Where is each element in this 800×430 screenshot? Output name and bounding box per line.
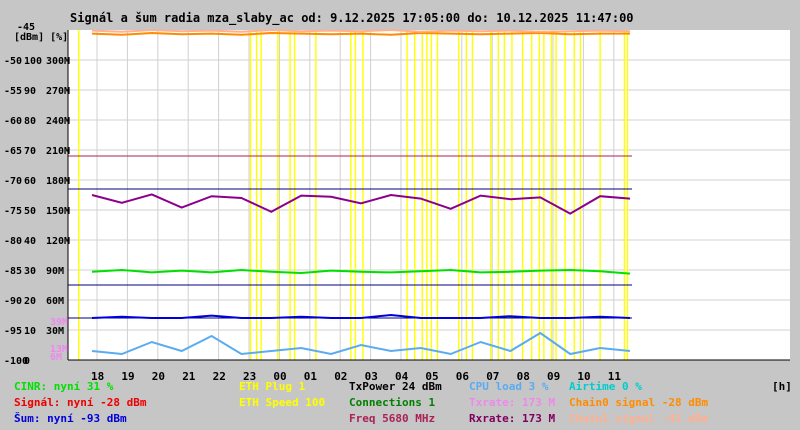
y-tick-pct: 90 <box>24 86 36 97</box>
legend-entry: Airtime 0 % <box>569 380 642 393</box>
y-tick-pct: 0 <box>24 356 30 367</box>
y-tick-rate: 30M <box>46 326 64 337</box>
series-line <box>91 313 631 319</box>
legend-entry: Šum: nyní -93 dBm <box>14 412 127 425</box>
x-tick-label: 11 <box>608 370 622 383</box>
x-tick-label: 06 <box>456 370 470 383</box>
series-line <box>91 193 631 215</box>
legend-entry: TxPower 24 dBm <box>349 380 442 393</box>
series-line <box>91 28 631 33</box>
y-tick-dbm: -95 <box>4 326 22 337</box>
y-tick-dbm: -70 <box>4 176 22 187</box>
x-tick-label: 01 <box>304 370 318 383</box>
y-tick-pct: 100 <box>24 56 42 67</box>
speed-side-label: 6M <box>50 352 62 363</box>
y-tick-pct: 10 <box>24 326 36 337</box>
x-tick-label: 07 <box>486 370 499 383</box>
y-tick-dbm: -55 <box>4 86 22 97</box>
y-tick-rate: 300M <box>46 56 70 67</box>
y-tick-dbm: -65 <box>4 146 22 157</box>
x-tick-label: 08 <box>517 370 530 383</box>
legend-entry: Rxrate: 173 M <box>469 412 556 425</box>
y-tick-dbm: -60 <box>4 116 22 127</box>
x-tick-label: 00 <box>273 370 286 383</box>
y-tick-rate: 120M <box>46 236 70 247</box>
legend-entry: CPU load 3 % <box>469 380 549 393</box>
y-tick-pct: 50 <box>24 206 36 217</box>
legend-entry: Freq 5680 MHz <box>349 412 436 425</box>
y-tick-pct: 60 <box>24 176 36 187</box>
y-tick-rate: 150M <box>46 206 70 217</box>
legend-entry: Chain1 signal -41 dBm <box>569 412 709 425</box>
y-tick-pct: 30 <box>24 266 36 277</box>
legend-entry: Signál: nyní -28 dBm <box>14 396 147 409</box>
legend-entry: Chain0 signal -28 dBm <box>569 396 709 409</box>
x-tick-label: 04 <box>395 370 409 383</box>
legend-entry: CINR: nyní 31 % <box>14 380 114 393</box>
legend-entry: ETH Plug 1 <box>239 380 306 393</box>
y-tick-dbm: -90 <box>4 296 22 307</box>
x-tick-label: 23 <box>243 370 256 383</box>
y-tick-dbm: -50 <box>4 56 22 67</box>
x-tick-label: 02 <box>334 370 347 383</box>
y-tick-dbm: -80 <box>4 236 22 247</box>
rxrate-side-label: 13M <box>50 344 68 355</box>
x-tick-label: 19 <box>121 370 134 383</box>
y-tick-rate: 210M <box>46 146 70 157</box>
y-tick-pct: 80 <box>24 116 36 127</box>
y-tick-pct: 40 <box>24 236 36 247</box>
legend-entry: Connections 1 <box>349 396 436 409</box>
plot-area <box>68 30 790 360</box>
x-tick-label: 03 <box>365 370 378 383</box>
x-axis-label: [h] <box>772 380 792 393</box>
series-line <box>91 268 631 275</box>
y-tick-rate: 180M <box>46 176 70 187</box>
x-tick-label: 10 <box>577 370 590 383</box>
series-line <box>91 331 631 356</box>
x-tick-label: 20 <box>152 370 165 383</box>
y-tick-dbm: -75 <box>4 206 22 217</box>
y-tick-pct: 70 <box>24 146 36 157</box>
y-tick-dbm: -85 <box>4 266 22 277</box>
y-axis-label: [dBm] [%] <box>14 32 68 43</box>
y-tick-pct: 20 <box>24 296 36 307</box>
top-tick-label: -45 <box>17 22 35 33</box>
legend-entry: ETH Speed 100 <box>239 396 326 409</box>
y-tick-rate: 90M <box>46 266 64 277</box>
x-tick-label: 21 <box>182 370 196 383</box>
legend-entry: Txrate: 173 M <box>469 396 556 409</box>
y-tick-rate: 240M <box>46 116 70 127</box>
txrate-side-label: 39M <box>50 317 68 328</box>
series-line <box>91 31 630 36</box>
y-tick-dbm: -100 <box>4 356 28 367</box>
x-tick-label: 05 <box>425 370 438 383</box>
x-tick-label: 22 <box>213 370 226 383</box>
y-tick-rate: 270M <box>46 86 70 97</box>
chart-title: Signál a šum radia mza_slaby_ac od: 9.12… <box>70 11 634 26</box>
y-tick-rate: 60M <box>46 296 64 307</box>
x-tick-label: 18 <box>91 370 104 383</box>
x-tick-label: 09 <box>547 370 560 383</box>
